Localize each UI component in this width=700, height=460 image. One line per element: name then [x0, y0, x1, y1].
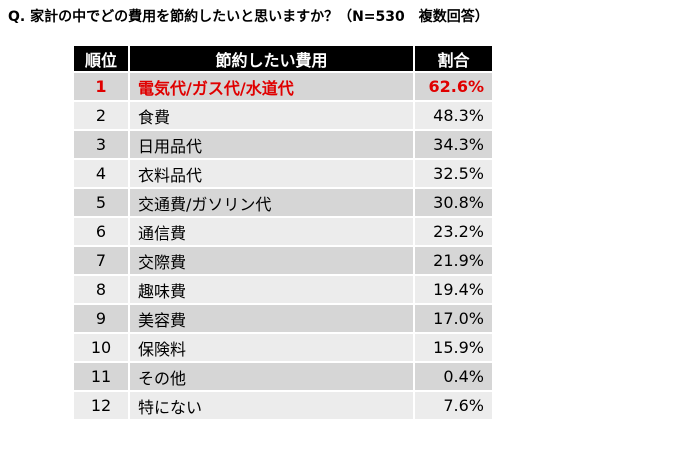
rank-cell: 2 [72, 100, 130, 131]
rank-cell: 11 [72, 361, 130, 392]
item-cell: 美容費 [128, 303, 415, 334]
table-row: 6 通信費 23.2% [72, 216, 494, 247]
table-row: 12 特にない 7.6% [72, 390, 494, 421]
item-cell: 電気代/ガス代/水道代 [128, 71, 415, 102]
rank-cell: 1 [72, 71, 130, 102]
pct-cell: 7.6% [413, 390, 494, 421]
pct-cell: 21.9% [413, 245, 494, 276]
item-cell: 保険料 [128, 332, 415, 363]
table-row: 11 その他 0.4% [72, 361, 494, 392]
item-cell: 食費 [128, 100, 415, 131]
item-cell: 特にない [128, 390, 415, 421]
item-cell: 衣料品代 [128, 158, 415, 189]
table-row: 7 交際費 21.9% [72, 245, 494, 276]
header-cell: 割合 [413, 44, 494, 73]
table-row: 9 美容費 17.0% [72, 303, 494, 334]
item-cell: 日用品代 [128, 129, 415, 160]
item-cell: 通信費 [128, 216, 415, 247]
pct-cell: 15.9% [413, 332, 494, 363]
pct-cell: 48.3% [413, 100, 494, 131]
pct-cell: 17.0% [413, 303, 494, 334]
table-row: 8 趣味費 19.4% [72, 274, 494, 305]
table-row: 5 交通費/ガソリン代 30.8% [72, 187, 494, 218]
ranking-table: 順位 節約したい費用 割合 1 電気代/ガス代/水道代 62.6% 2 食費 48.3% 3 日用… [72, 44, 494, 421]
pct-cell: 0.4% [413, 361, 494, 392]
table-row: 2 食費 48.3% [72, 100, 494, 131]
item-cell: 交通費/ガソリン代 [128, 187, 415, 218]
table-row: 10 保険料 15.9% [72, 332, 494, 363]
pct-cell: 32.5% [413, 158, 494, 189]
pct-cell: 34.3% [413, 129, 494, 160]
question-title: Q. 家計の中でどの費用を節約したいと思いますか？（N=530 複数回答） [8, 9, 489, 25]
rank-cell: 4 [72, 158, 130, 189]
table-row: 4 衣料品代 32.5% [72, 158, 494, 189]
pct-cell: 30.8% [413, 187, 494, 218]
table-row: 3 日用品代 34.3% [72, 129, 494, 160]
pct-cell: 62.6% [413, 71, 494, 102]
table-row: 1 電気代/ガス代/水道代 62.6% [72, 71, 494, 102]
rank-cell: 3 [72, 129, 130, 160]
rank-cell: 10 [72, 332, 130, 363]
pct-cell: 23.2% [413, 216, 494, 247]
rank-cell: 7 [72, 245, 130, 276]
item-cell: その他 [128, 361, 415, 392]
header-cell: 順位 [72, 44, 130, 73]
item-cell: 交際費 [128, 245, 415, 276]
rank-cell: 12 [72, 390, 130, 421]
item-cell: 趣味費 [128, 274, 415, 305]
pct-cell: 19.4% [413, 274, 494, 305]
rank-cell: 5 [72, 187, 130, 218]
header-cell: 節約したい費用 [128, 44, 415, 73]
rank-cell: 6 [72, 216, 130, 247]
header-row: 順位 節約したい費用 割合 [72, 44, 494, 73]
rank-cell: 9 [72, 303, 130, 334]
rank-cell: 8 [72, 274, 130, 305]
